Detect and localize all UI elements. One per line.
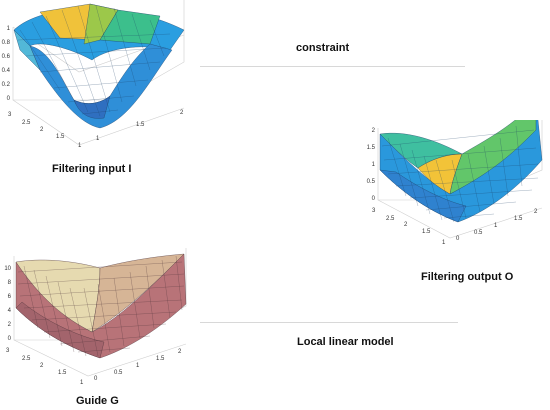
x-tick: 0 [94,376,98,382]
input-y-ticks: 3 2.5 2 1.5 1 [8,112,82,149]
y-tick: 3 [372,208,376,214]
output-surface-plot: 2 1.5 1 0.5 0 3 2.5 2 1.5 1 0 0.5 1 1.5 … [366,99,550,250]
output-x-ticks: 0 0.5 1 1.5 2 [456,209,538,242]
y-tick: 3 [8,112,12,118]
z-tick: 0 [8,336,12,342]
y-tick: 2.5 [22,120,31,126]
z-tick: 4 [8,308,12,314]
y-tick: 1.5 [56,134,65,140]
x-tick: 1 [96,136,100,142]
z-tick: 0.6 [2,54,11,60]
z-tick: 2 [8,322,12,328]
input-surface [13,3,185,129]
output-caption: Filtering output O [421,271,514,283]
y-tick: 2 [40,127,44,133]
z-tick: 6 [8,294,12,300]
output-y-ticks: 3 2.5 2 1.5 1 [372,208,446,246]
z-tick: 1.5 [367,145,376,151]
input-caption: Filtering input I [52,163,132,175]
x-tick: 1.5 [156,356,165,362]
output-mesh [381,125,539,223]
input-z-ticks: 1 0.8 0.6 0.4 0.2 0 [2,26,11,102]
guide-y-ticks: 3 2.5 2 1.5 1 [6,348,84,386]
input-x-ticks: 1 1.5 2 [96,110,184,142]
x-tick: 1.5 [514,216,523,222]
z-tick: 0 [372,196,376,202]
guide-surface-plot: 10 8 6 4 2 0 3 2.5 2 1.5 1 0 0.5 1 1.5 2 [0,228,200,388]
z-tick: 0.5 [367,179,376,185]
constraint-label: constraint [296,42,350,54]
z-tick: 1 [372,162,376,168]
y-tick: 3 [6,348,10,354]
y-tick: 2.5 [22,356,31,362]
x-tick: 2 [178,349,182,355]
y-tick: 2.5 [386,216,395,222]
guide-mesh [17,255,185,357]
z-tick: 0.2 [2,82,11,88]
z-tick: 0.8 [2,40,11,46]
y-tick: 1 [442,240,446,246]
y-tick: 1.5 [422,229,431,235]
z-tick: 0.4 [2,68,11,74]
z-tick: 10 [4,266,11,272]
x-tick: 0.5 [474,230,483,236]
y-tick: 1 [80,380,84,386]
local-model-label: Local linear model [297,336,394,348]
guide-surface [15,253,187,359]
z-tick: 8 [8,280,12,286]
y-tick: 1 [78,143,82,149]
x-tick: 1 [136,363,140,369]
input-mesh [17,5,171,117]
local-model-line [200,322,458,323]
output-z-ticks: 2 1.5 1 0.5 0 [367,128,376,202]
y-tick: 2 [40,363,44,369]
guide-x-ticks: 0 0.5 1 1.5 2 [94,349,182,382]
input-surface-plot: 1 0.8 0.6 0.4 0.2 0 3 2.5 2 1.5 1 1 1.5 … [0,0,200,158]
x-tick: 1.5 [136,122,145,128]
output-surface [379,99,543,223]
x-tick: 2 [534,209,538,215]
guide-z-ticks: 10 8 6 4 2 0 [4,266,11,342]
z-tick: 0 [7,96,11,102]
x-tick: 0 [456,236,460,242]
y-tick: 1.5 [58,370,67,376]
z-tick: 2 [372,128,376,134]
y-tick: 2 [404,222,408,228]
x-tick: 0.5 [114,370,123,376]
constraint-line [200,66,465,67]
guide-caption: Guide G [76,395,119,407]
x-tick: 2 [180,110,184,116]
z-tick: 1 [7,26,11,32]
x-tick: 1 [494,223,498,229]
